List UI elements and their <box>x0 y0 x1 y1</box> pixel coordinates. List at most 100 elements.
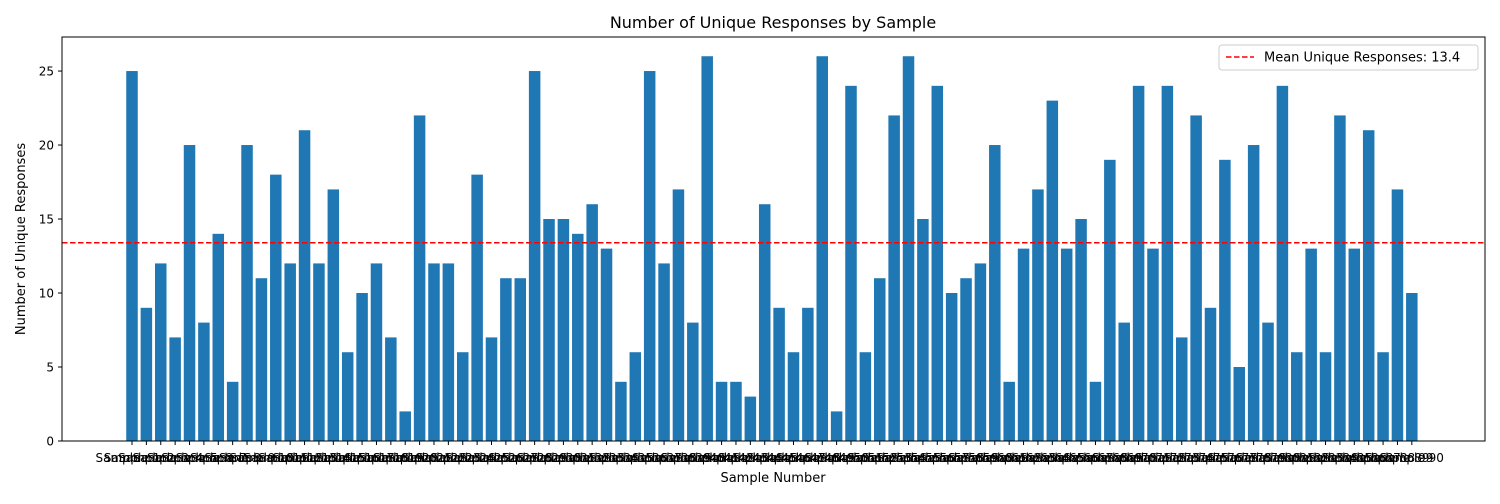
x-tick-label-Sample_4: Sample 4 <box>147 451 203 465</box>
y-tick-label-10: 10 <box>39 287 54 301</box>
x-tick-label-Sample_48: Sample 48 <box>776 451 840 465</box>
bar-Sample_87 <box>1362 130 1375 442</box>
x-tick-label-Sample_3: Sample 3 <box>133 451 189 465</box>
bar-Sample_17 <box>356 293 368 441</box>
bar-Sample_48 <box>802 307 814 441</box>
bar-Sample_18 <box>370 263 383 441</box>
x-tick-label-Sample_84: Sample 84 <box>1294 451 1358 465</box>
bar-Sample_21 <box>413 115 426 442</box>
x-tick-label-Sample_89: Sample 89 <box>1365 451 1429 465</box>
bar-Sample_13 <box>298 130 311 442</box>
x-tick-label-Sample_25: Sample 25 <box>445 451 509 465</box>
x-tick-label-Sample_6: Sample 6 <box>176 451 232 465</box>
x-tick-label-last: 99 <box>1418 451 1433 465</box>
x-tick-label-Sample_62: Sample 62 <box>977 451 1041 465</box>
x-tick-label-Sample_10: Sample 10 <box>229 451 293 465</box>
x-tick-label-Sample_27: Sample 27 <box>474 451 538 465</box>
x-tick-label-Sample_59: Sample 59 <box>934 451 998 465</box>
x-tick-label-Sample_17: Sample 17 <box>330 451 394 465</box>
x-tick-label-Sample_20: Sample 20 <box>373 451 437 465</box>
x-tick-label-Sample_83: Sample 83 <box>1279 451 1343 465</box>
bar-Sample_83 <box>1305 248 1317 441</box>
bar-Sample_69 <box>1104 159 1116 441</box>
x-tick-label-Sample_22: Sample 22 <box>402 451 466 465</box>
bar-Sample_26 <box>485 337 498 441</box>
bar-Sample_35 <box>615 381 627 441</box>
bar-Sample_71 <box>1132 85 1145 441</box>
bar-Sample_63 <box>1017 248 1030 441</box>
bar-Sample_40 <box>687 322 699 441</box>
x-tick-label-Sample_42: Sample 42 <box>690 451 754 465</box>
bar-Sample_1 <box>126 71 138 441</box>
bar-Sample_44 <box>744 396 757 441</box>
bar-Sample_31 <box>557 219 570 441</box>
bar-Sample_58 <box>945 293 958 441</box>
y-axis: 0 5 10 15 20 25 <box>39 65 62 449</box>
bar-Sample_49 <box>816 56 828 442</box>
bar-Sample_61 <box>989 145 1001 441</box>
y-tick-label-20: 20 <box>39 139 54 153</box>
x-tick-label-Sample_11: Sample 11 <box>244 451 308 465</box>
bar-Sample_77 <box>1219 159 1231 441</box>
bar-Sample_66 <box>1060 248 1073 441</box>
x-tick-label-Sample_34: Sample 34 <box>575 451 639 465</box>
x-tick-label-Sample_8: Sample 8 <box>204 451 260 465</box>
x-tick-label-Sample_51: Sample 51 <box>819 451 883 465</box>
x-tick-label-Sample_78: Sample 78 <box>1207 451 1271 465</box>
x-tick-label-Sample_52: Sample 52 <box>833 451 897 465</box>
x-axis-label: Sample Number <box>720 471 826 486</box>
bar-Sample_5 <box>183 145 196 441</box>
x-tick-label-Sample_53: Sample 53 <box>848 451 912 465</box>
x-tick-label-Sample_86: Sample 86 <box>1322 451 1386 465</box>
x-tick-label-Sample_69: Sample 69 <box>1078 451 1142 465</box>
x-tick-label-Sample_58: Sample 58 <box>920 451 984 465</box>
x-tick-label-Sample_14: Sample 14 <box>287 451 351 465</box>
x-tick-label-Sample_72: Sample 72 <box>1121 451 1185 465</box>
x-tick-label-Sample_85: Sample 85 <box>1308 451 1372 465</box>
bar-Sample_25 <box>471 174 483 441</box>
bar-Sample_30 <box>543 219 555 441</box>
bar-Sample_53 <box>874 278 886 441</box>
x-tick-label-Sample_12: Sample 12 <box>258 451 322 465</box>
x-tick-label-Sample_61: Sample 61 <box>963 451 1027 465</box>
x-tick-label-Sample_15: Sample 15 <box>301 451 365 465</box>
x-tick-label-Sample_19: Sample 19 <box>359 451 423 465</box>
x-tick-label-Sample_63: Sample 63 <box>992 451 1056 465</box>
y-tick-label-25: 25 <box>39 65 54 79</box>
bar-Sample_65 <box>1046 100 1059 441</box>
y-tick-label-5: 5 <box>46 361 54 375</box>
bar-Sample_11 <box>270 174 282 441</box>
x-tick-label-Sample_37: Sample 37 <box>618 451 682 465</box>
x-tick-label-Sample_33: Sample 33 <box>560 451 624 465</box>
x-tick-label-Sample_16: Sample 16 <box>316 451 380 465</box>
bar-Sample_75 <box>1190 115 1202 442</box>
x-tick-label-Sample_65: Sample 65 <box>1020 451 1084 465</box>
bar-Sample_12 <box>284 263 296 441</box>
bar-Sample_68 <box>1089 381 1102 441</box>
bar-Sample_62 <box>1003 381 1015 441</box>
bar-Sample_57 <box>931 85 944 441</box>
x-tick-label-Sample_66: Sample 66 <box>1035 451 1099 465</box>
x-tick-label-Sample_81: Sample 81 <box>1250 451 1314 465</box>
plot-frame <box>61 36 1486 442</box>
bar-Sample_41 <box>701 56 713 442</box>
bar-Sample_78 <box>1233 367 1246 441</box>
bar-Sample_73 <box>1161 85 1174 441</box>
y-tick-label-15: 15 <box>39 213 54 227</box>
bar-Sample_46 <box>773 307 785 441</box>
y-tick-label-0: 0 <box>46 435 54 449</box>
bar-Sample_43 <box>730 381 742 441</box>
x-tick-label-Sample_43: Sample 43 <box>704 451 768 465</box>
x-tick-label-Sample_74: Sample 74 <box>1150 451 1214 465</box>
bar-Sample_64 <box>1032 189 1044 441</box>
x-tick-label-Sample_71: Sample 71 <box>1107 451 1171 465</box>
x-tick-label-Sample_54: Sample 54 <box>862 451 926 465</box>
x-tick-label-Sample_49: Sample 49 <box>790 451 854 465</box>
x-tick-label-Sample_31: Sample 31 <box>531 451 595 465</box>
x-tick-label-Sample_32: Sample 32 <box>546 451 610 465</box>
bar-Sample_52 <box>859 352 872 441</box>
x-tick-label-Sample_36: Sample 36 <box>603 451 667 465</box>
bar-Sample_42 <box>715 381 728 441</box>
